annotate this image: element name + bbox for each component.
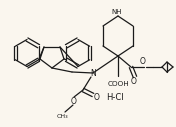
Text: O: O [131,77,137,86]
Text: H-Cl: H-Cl [106,92,124,101]
Text: O: O [71,98,77,107]
Text: N: N [90,68,96,77]
Text: CH₃: CH₃ [56,114,68,118]
Text: COOH: COOH [107,81,129,87]
Text: O: O [140,58,146,67]
Text: O: O [94,92,100,101]
Text: NH: NH [112,9,122,15]
